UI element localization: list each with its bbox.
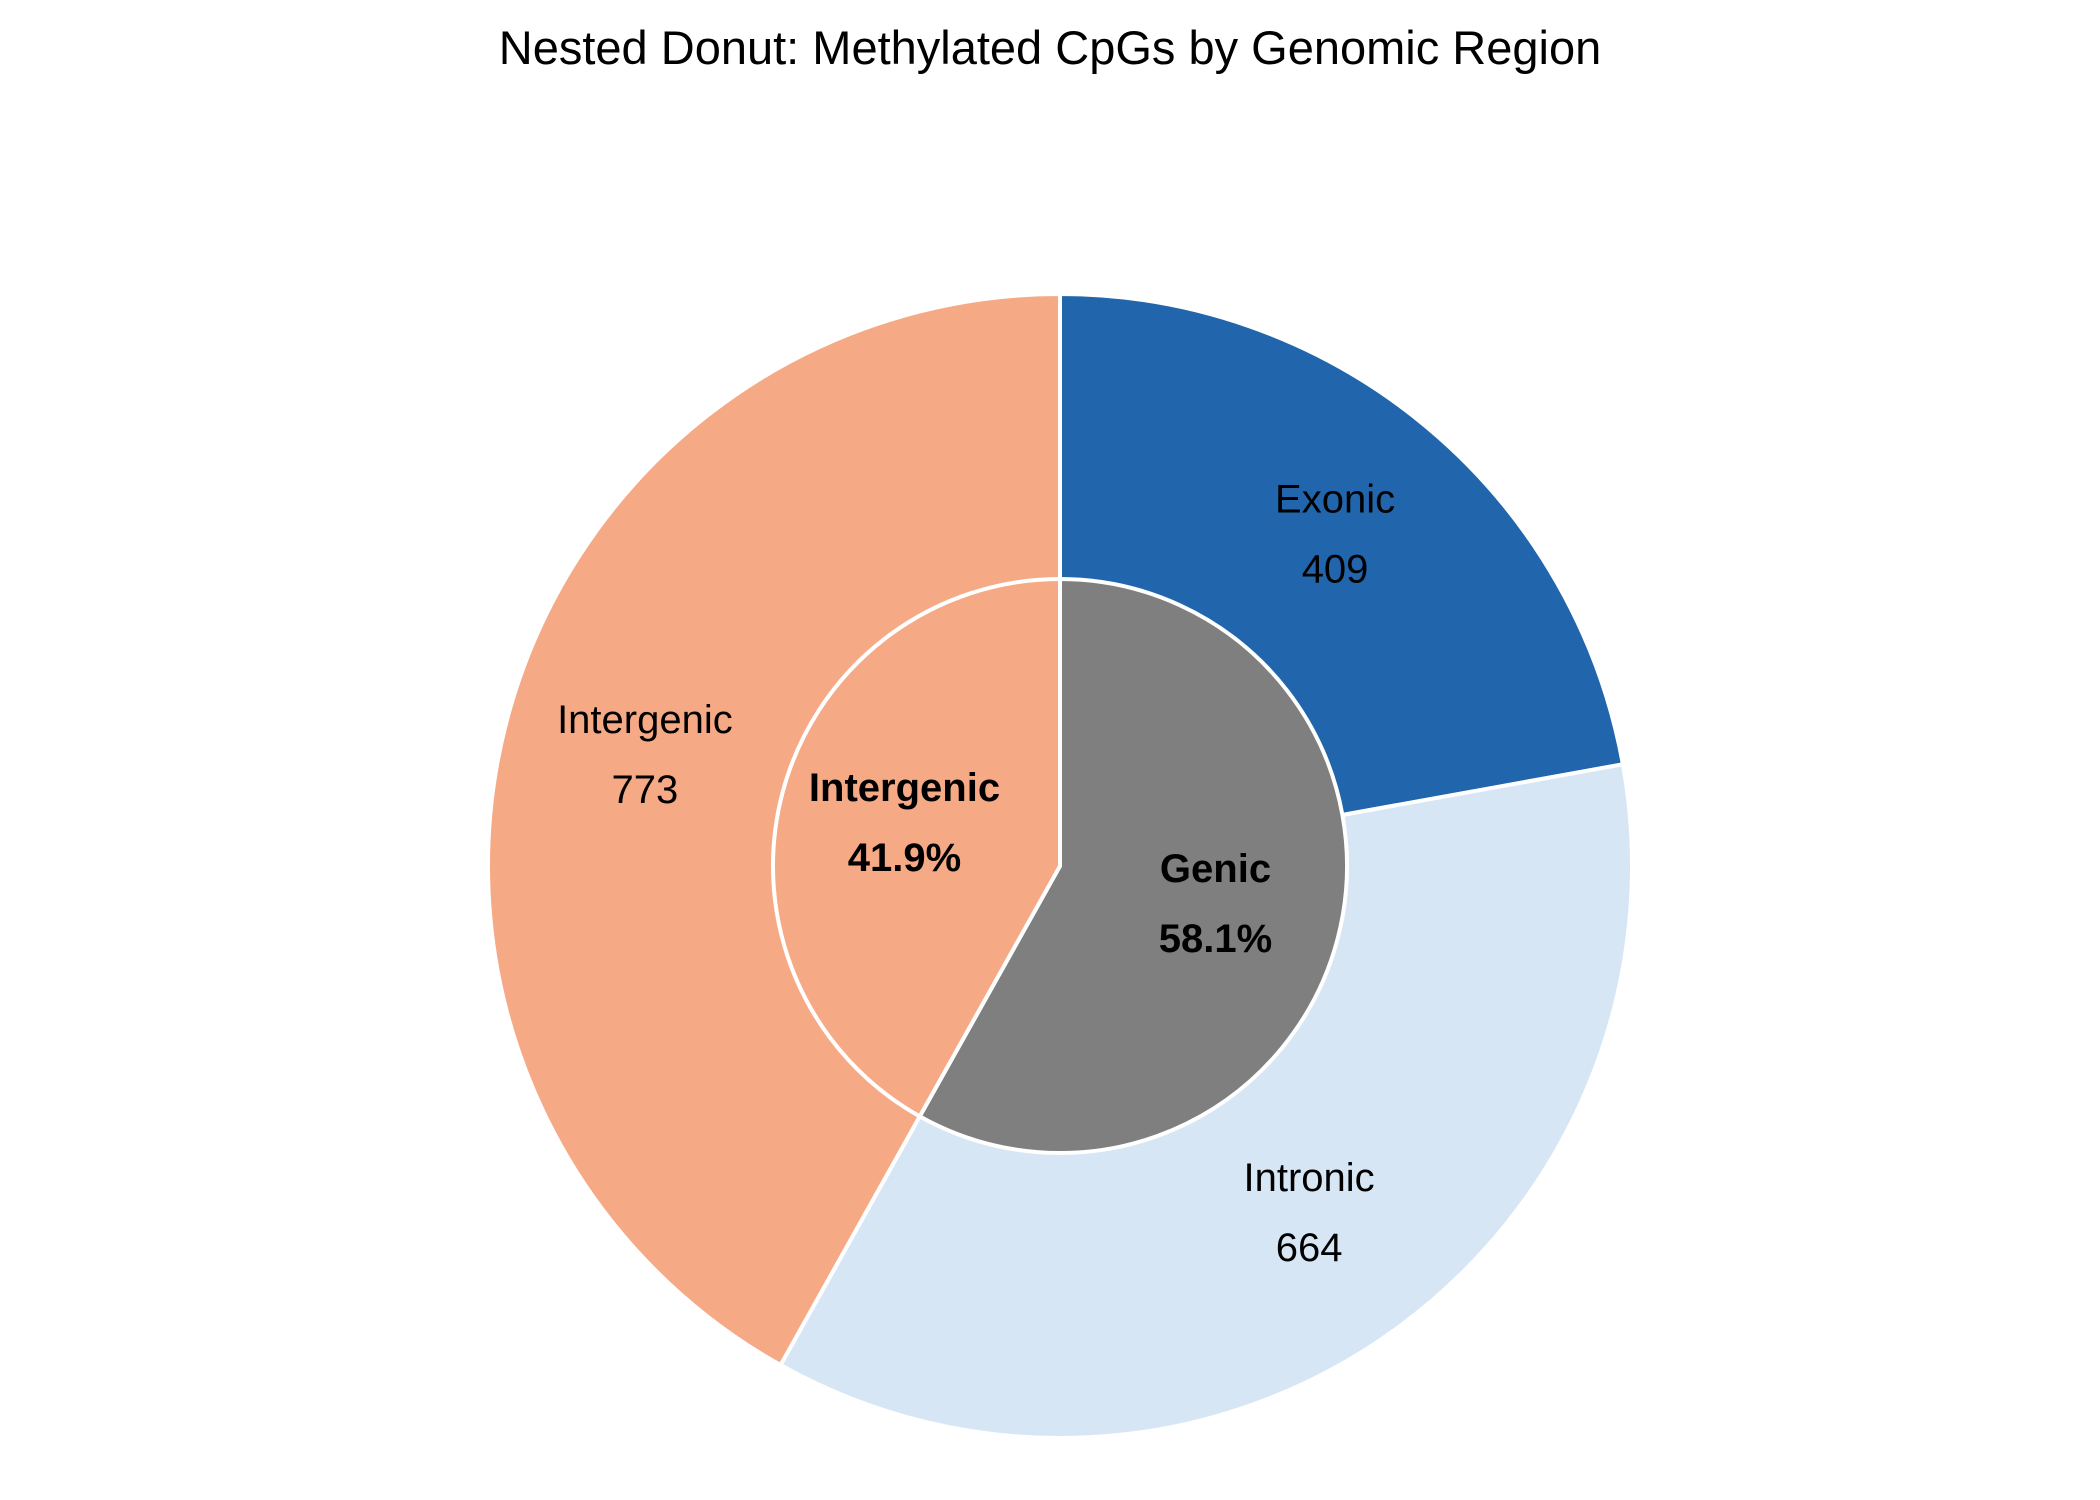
inner-label-genic-name: Genic	[1160, 847, 1271, 891]
outer-label-intergenic-name: Intergenic	[557, 698, 733, 742]
inner-slice-intergenic	[771, 576, 1062, 1120]
outer-label-intergenic-value: 773	[612, 768, 679, 812]
outer-label-exonic-name: Exonic	[1275, 477, 1395, 521]
chart-title: Nested Donut: Methylated CpGs by Genomic…	[498, 21, 1602, 74]
inner-label-intergenic-percent: 41.9%	[848, 836, 961, 880]
inner-slice-genic	[917, 576, 1349, 1155]
inner-ring	[771, 576, 1349, 1155]
outer-label-intronic-value: 664	[1276, 1226, 1343, 1270]
outer-label-intronic-name: Intronic	[1243, 1156, 1374, 1200]
inner-labels: Genic 58.1% Intergenic 41.9%	[809, 766, 1272, 961]
outer-label-exonic-value: 409	[1302, 547, 1369, 591]
inner-label-intergenic-name: Intergenic	[809, 766, 1000, 810]
outer-labels: Exonic 409 Intronic 664 Intergenic 773	[557, 477, 1395, 1269]
inner-label-genic-percent: 58.1%	[1159, 917, 1272, 961]
